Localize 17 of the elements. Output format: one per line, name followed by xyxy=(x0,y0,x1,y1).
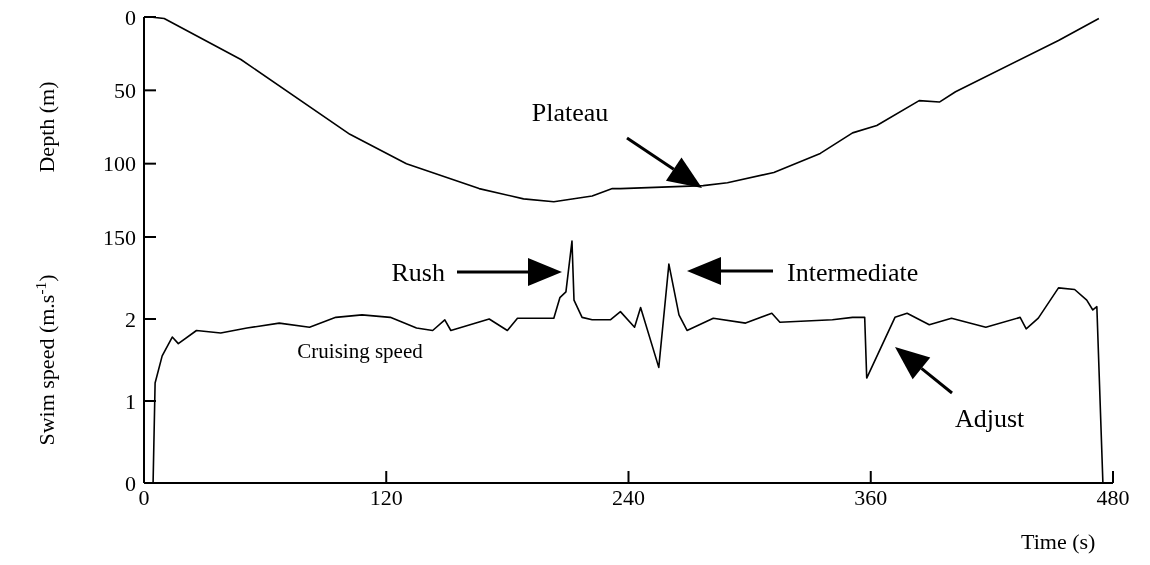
x-axis-title: Time (s) xyxy=(1021,529,1096,554)
annotation: Intermediate xyxy=(787,258,919,287)
annotation: Adjust xyxy=(955,404,1026,433)
annotation: Rush xyxy=(391,258,445,287)
y-tick-label: 0 xyxy=(125,4,136,30)
x-tick-label: 480 xyxy=(1096,484,1130,510)
x-tick-label: 360 xyxy=(854,484,888,510)
y-tick-label: 150 xyxy=(103,224,136,250)
y-tick-label: 2 xyxy=(125,306,136,332)
x-tick-label: 240 xyxy=(612,484,645,510)
y-tick-label: 100 xyxy=(103,151,136,177)
x-tick-label: 120 xyxy=(369,484,403,510)
y-tick-label: 50 xyxy=(114,78,136,104)
annotation: Cruising speed xyxy=(297,339,424,363)
y-axis-title: Depth (m) xyxy=(34,81,59,173)
y-tick-label: 1 xyxy=(125,388,136,414)
annotation: Plateau xyxy=(531,98,609,127)
